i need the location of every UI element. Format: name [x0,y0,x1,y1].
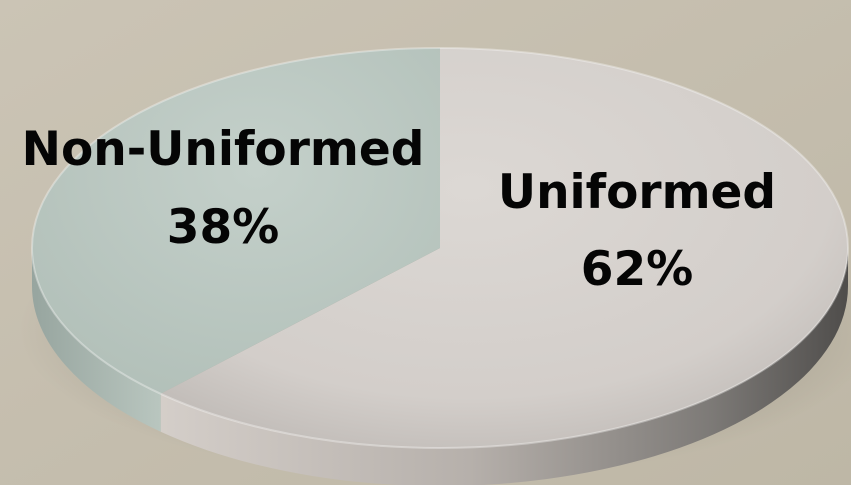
pie-slice-non-uniformed [32,48,441,394]
slice-label-uniformed: Uniformed 62% [498,165,776,297]
slice-label-uniformed-percent: 62% [581,242,694,297]
pie-wall-non-uniformed [32,248,161,432]
slice-label-non-uniformed-name: Non-Uniformed [22,122,425,177]
pie-rim-highlight [31,47,849,449]
pie-slice-uniformed [160,48,848,448]
pie-slices [31,47,849,449]
slice-label-uniformed-name: Uniformed [498,165,776,220]
slice-label-non-uniformed: Non-Uniformed 38% [22,122,425,255]
slice-label-non-uniformed-percent: 38% [167,200,280,255]
pie-wall-uniformed [160,248,848,485]
pie-side-walls [32,248,848,485]
